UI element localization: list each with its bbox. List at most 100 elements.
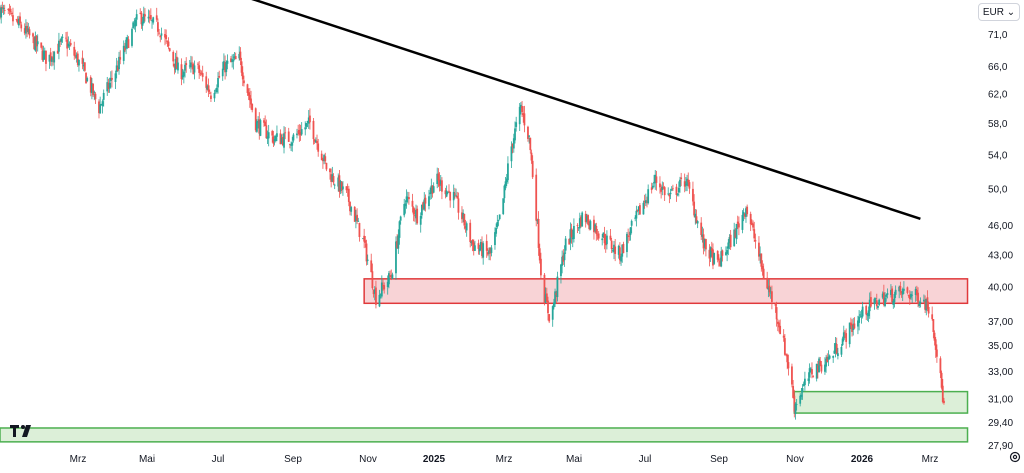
candle-body xyxy=(53,52,55,63)
candle-body xyxy=(169,48,171,51)
candle-body xyxy=(60,38,62,42)
candle-body xyxy=(843,332,845,340)
y-axis-tick-label: 40,00 xyxy=(988,282,1013,293)
x-axis-tick-label: Sep xyxy=(284,454,302,465)
candle-body xyxy=(631,221,633,226)
candle-body xyxy=(342,186,344,189)
zones-layer xyxy=(0,279,968,442)
candle-body xyxy=(235,56,237,59)
candle-body xyxy=(932,319,934,332)
zone-support-lower[interactable] xyxy=(0,428,968,442)
x-axis-tick-label: 2025 xyxy=(423,454,446,465)
candle-body xyxy=(505,181,507,188)
candle-body xyxy=(102,101,104,106)
candle-body xyxy=(447,192,449,193)
candle-body xyxy=(557,277,559,297)
candle-body xyxy=(448,191,450,192)
gear-icon[interactable] xyxy=(1008,450,1022,464)
zone-support-upper[interactable] xyxy=(794,392,967,413)
candle-body xyxy=(590,221,592,229)
tradingview-logo-icon xyxy=(10,424,36,438)
candle-body xyxy=(836,344,838,354)
candle-body xyxy=(276,133,278,137)
x-axis-tick-label: Mai xyxy=(566,454,582,465)
candle-body xyxy=(738,223,740,227)
y-axis-tick-label: 54,0 xyxy=(988,150,1008,161)
candle-body xyxy=(70,43,72,45)
candle-body xyxy=(408,197,410,199)
candle-body xyxy=(152,17,154,22)
candle-body xyxy=(463,214,465,226)
candle-body xyxy=(144,14,146,16)
candle-body xyxy=(791,366,793,384)
candle-body xyxy=(667,194,669,195)
candle-body xyxy=(529,138,531,150)
candle-body xyxy=(623,244,625,253)
candle-body xyxy=(936,349,938,356)
candle-body xyxy=(62,37,64,38)
x-axis-tick-label: Mai xyxy=(139,454,155,465)
candle-body xyxy=(730,235,732,247)
candle-body xyxy=(521,106,523,112)
candle-body xyxy=(40,42,42,47)
candle-body xyxy=(598,233,600,238)
y-axis-tick-label: 35,00 xyxy=(988,341,1013,352)
candle-body xyxy=(539,248,541,260)
candle-body xyxy=(264,122,266,126)
candle-body xyxy=(446,191,448,197)
candle-body xyxy=(222,69,224,77)
candle-body xyxy=(859,314,861,315)
candle-body xyxy=(540,259,542,276)
candle-body xyxy=(528,135,530,136)
candle-body xyxy=(668,195,670,197)
candle-body xyxy=(208,85,210,92)
candle-body xyxy=(183,72,185,77)
candle-body xyxy=(606,236,608,245)
candle-body xyxy=(577,225,579,226)
candle-body xyxy=(885,295,887,297)
candle-body xyxy=(705,239,707,249)
candle-body xyxy=(69,45,71,46)
candle-body xyxy=(639,205,641,214)
candle-body xyxy=(718,259,720,260)
candle-body xyxy=(664,187,666,195)
candle-body xyxy=(643,203,645,215)
candle-body xyxy=(357,221,359,222)
candle-body xyxy=(469,223,471,242)
candle-body xyxy=(425,198,427,204)
candle-body xyxy=(456,196,458,199)
candle-body xyxy=(531,153,533,161)
candle-body xyxy=(784,338,786,355)
candle-body xyxy=(788,362,790,368)
candle-body xyxy=(878,300,880,305)
trendline[interactable] xyxy=(136,0,921,219)
candle-body xyxy=(515,122,517,127)
candle-body xyxy=(786,355,788,362)
candle-body xyxy=(217,78,219,87)
candle-body xyxy=(811,369,813,374)
candle-body xyxy=(552,306,554,320)
currency-selector[interactable]: EUR ⌄ xyxy=(978,3,1020,21)
candle-body xyxy=(911,295,913,296)
candle-body xyxy=(802,388,804,392)
candle-body xyxy=(753,229,755,238)
candle-body xyxy=(942,386,944,402)
candle-body xyxy=(209,93,211,94)
candle-body xyxy=(381,283,383,297)
candle-body xyxy=(611,241,613,249)
candle-body xyxy=(776,307,778,319)
candle-body xyxy=(903,289,905,291)
candle-body xyxy=(293,135,295,141)
candle-body xyxy=(197,64,199,65)
candle-body xyxy=(458,198,460,212)
candle-body xyxy=(449,192,451,201)
candle-body xyxy=(581,213,583,227)
candle-body xyxy=(891,289,893,303)
candle-body xyxy=(86,78,88,81)
candle-body xyxy=(845,333,847,342)
candle-body xyxy=(73,47,75,56)
candle-body xyxy=(260,120,262,136)
candle-body xyxy=(367,260,369,261)
